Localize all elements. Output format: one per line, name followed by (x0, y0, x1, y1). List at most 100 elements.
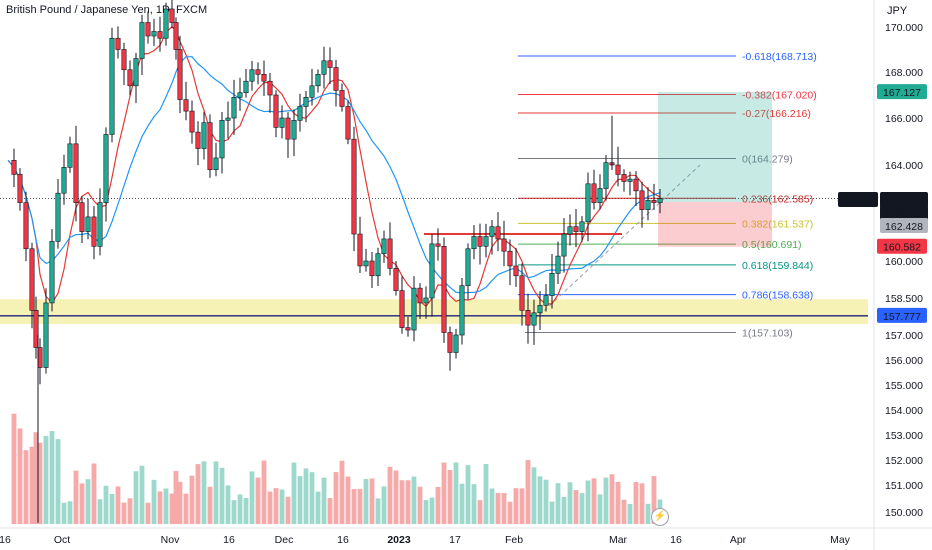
candle-body (651, 199, 657, 203)
price-tick-label: 160.000 (885, 256, 923, 268)
candle-body (207, 122, 213, 170)
candle-body (169, 8, 175, 23)
volume-bar (351, 488, 357, 524)
lightning-icon[interactable]: ⚡ (651, 508, 669, 526)
candle-body (309, 85, 315, 98)
candle-body (513, 265, 519, 277)
stop-price-badge: 160.582 (883, 242, 921, 254)
volume-bar (429, 497, 435, 524)
candle-body (399, 290, 405, 328)
candle-body (321, 60, 327, 75)
volume-bar (37, 442, 43, 524)
candle-body (639, 190, 645, 210)
candle-body (43, 302, 49, 368)
volume-bar (363, 478, 369, 524)
volume-bar (303, 468, 309, 524)
time-tick-label: May (830, 534, 851, 546)
candle-body (441, 246, 447, 333)
candle-body (231, 97, 237, 119)
stop-price-badge-bg (877, 238, 927, 254)
candle-body (351, 138, 357, 235)
candle-body (243, 80, 249, 93)
candle-body (585, 183, 591, 223)
time-tick-label: 16 (337, 534, 349, 546)
volume-bar (453, 462, 459, 524)
volume-bar (169, 493, 175, 524)
volume-bar (261, 460, 267, 524)
countdown-badge: 14:47:40 (884, 208, 925, 220)
candle-body (183, 99, 189, 112)
price-tick-label: 153.000 (885, 430, 923, 442)
candle-body (495, 226, 501, 240)
time-tick-label: Apr (730, 534, 747, 546)
volume-bar (465, 465, 471, 524)
candle-body (387, 238, 393, 269)
volume-bar (231, 500, 237, 524)
candle-body (67, 143, 73, 168)
candle-body (109, 37, 115, 135)
price-axis: 170.000168.000166.000164.000162.000160.0… (873, 0, 923, 550)
candle-body (579, 221, 585, 232)
candle-body (633, 178, 639, 192)
candle-body (285, 117, 291, 140)
support-price-badge-bg (877, 307, 927, 323)
candle-body (273, 94, 279, 128)
candle-body (33, 310, 39, 348)
fib-level-label: 0.786(158.638) (742, 290, 813, 302)
volume-bar (177, 481, 183, 524)
candle-body (11, 160, 17, 175)
symbol-badge: GBPJPY (837, 195, 878, 207)
volume-bar (225, 485, 231, 524)
volume-bar (273, 488, 279, 524)
fib-level-label: -0.618(168.713) (742, 51, 817, 63)
volume-bar (333, 472, 339, 524)
time-tick-label: Feb (505, 534, 523, 546)
price-tick-label: 156.000 (885, 355, 923, 367)
volume-bar (477, 500, 483, 524)
countdown-badge-bg (880, 205, 928, 220)
time-tick-label: Oct (54, 534, 70, 546)
price-tick-label: 157.000 (885, 330, 923, 342)
last-price-badge: 162.570 (885, 195, 923, 207)
candle-body (519, 275, 525, 311)
candle-body (405, 327, 411, 331)
volume-bar (321, 477, 327, 524)
volume-bar (189, 475, 195, 524)
volume-bar (33, 432, 39, 524)
volume-bar (579, 493, 585, 524)
candle-body (525, 310, 531, 326)
candle-body (507, 250, 513, 267)
fib-level-label: 0.236(162.585) (742, 193, 813, 205)
volume-bar (423, 500, 429, 524)
volume-bar (79, 483, 85, 524)
candle-body (17, 174, 23, 203)
volume-bar (183, 493, 189, 524)
volume-bar (435, 487, 441, 524)
time-tick-label: 2023 (387, 534, 411, 546)
volume-bar (627, 503, 633, 524)
candle-body (591, 183, 597, 203)
volume-bar (195, 464, 201, 524)
support-price-badge: 157.777 (883, 311, 921, 323)
price-tick-label: 170.000 (885, 22, 923, 34)
volume-bar (255, 477, 261, 524)
candle-body (531, 312, 537, 326)
candle-body (411, 287, 417, 331)
volume-bar (639, 483, 645, 524)
volume-bar (549, 501, 555, 524)
candle-body (573, 226, 579, 232)
candle-body (603, 162, 609, 189)
volume-bar (441, 462, 447, 524)
volume-bar (483, 464, 489, 524)
volume-bar (11, 413, 17, 524)
volume-bar (297, 476, 303, 524)
target-price-badge: 167.127 (883, 87, 921, 99)
volume-bar (279, 489, 285, 524)
candle-body (435, 243, 441, 247)
fibonacci-retracement: -0.618(168.713) -0.382(167.020) -0.27(166.… (518, 51, 817, 339)
candle-body (103, 134, 109, 203)
candle-body (333, 67, 339, 91)
candle-body (79, 202, 85, 232)
volume-bar (267, 491, 273, 524)
